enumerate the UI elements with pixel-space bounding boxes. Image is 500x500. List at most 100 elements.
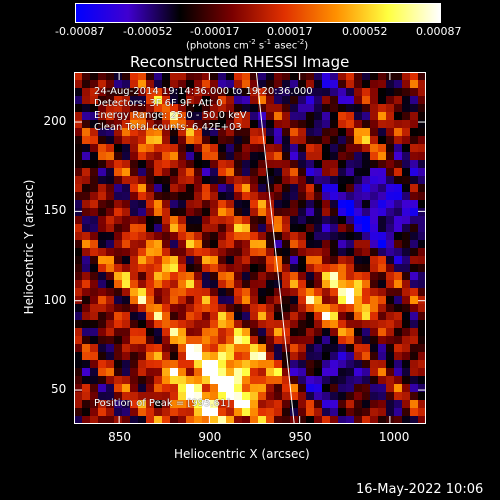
- heatmap-cell: [122, 384, 131, 393]
- heatmap-cell: [218, 128, 227, 137]
- heatmap-cell: [226, 296, 235, 305]
- heatmap-cell: [290, 328, 299, 337]
- heatmap-cell: [338, 296, 347, 305]
- heatmap-cell: [154, 144, 163, 153]
- heatmap-cell: [154, 240, 163, 249]
- heatmap-cell: [410, 208, 419, 217]
- heatmap-cell: [170, 232, 179, 241]
- heatmap-cell: [202, 200, 211, 209]
- heatmap-cell: [114, 368, 123, 377]
- heatmap-cell: [242, 416, 251, 424]
- heatmap-cell: [130, 328, 139, 337]
- heatmap-cell: [74, 88, 83, 97]
- heatmap-cell: [410, 184, 419, 193]
- heatmap-cell: [266, 408, 275, 417]
- heatmap-cell: [210, 72, 219, 81]
- heatmap-cell: [394, 224, 403, 233]
- heatmap-cell: [338, 216, 347, 225]
- heatmap-cell: [106, 224, 115, 233]
- heatmap-cell: [74, 280, 83, 289]
- heatmap-cell: [410, 336, 419, 345]
- heatmap-cell: [162, 400, 171, 409]
- x-tick-label: 850: [108, 430, 132, 444]
- heatmap-cell: [314, 384, 323, 393]
- heatmap-cell: [242, 224, 251, 233]
- colorbar-tick-label: 0.00017: [267, 25, 313, 38]
- heatmap-cell: [330, 232, 339, 241]
- heatmap-cell: [402, 128, 411, 137]
- heatmap-cell: [162, 288, 171, 297]
- heatmap-cell: [378, 296, 387, 305]
- heatmap-cell: [234, 360, 243, 369]
- heatmap-cell: [250, 136, 259, 145]
- heatmap-cell: [410, 224, 419, 233]
- heatmap-cell: [178, 184, 187, 193]
- heatmap-cell: [234, 376, 243, 385]
- heatmap-cell: [402, 144, 411, 153]
- heatmap-cell: [90, 88, 99, 97]
- heatmap-cell: [130, 200, 139, 209]
- heatmap-cell: [330, 72, 339, 81]
- heatmap-cell: [250, 80, 259, 89]
- heatmap-cell: [74, 248, 83, 257]
- heatmap-cell: [154, 304, 163, 313]
- heatmap-cell: [178, 408, 187, 417]
- heatmap-cell: [314, 304, 323, 313]
- heatmap-cell: [258, 200, 267, 209]
- heatmap-cell: [410, 304, 419, 313]
- heatmap-cell: [122, 112, 131, 121]
- heatmap-cell: [418, 408, 426, 417]
- heatmap-cell: [266, 296, 275, 305]
- heatmap-cell: [386, 400, 395, 409]
- heatmap-cell: [114, 312, 123, 321]
- heatmap-cell: [218, 256, 227, 265]
- heatmap-cell: [306, 88, 315, 97]
- heatmap-cell: [274, 248, 283, 257]
- heatmap-cell: [170, 96, 179, 105]
- heatmap-cell: [138, 256, 147, 265]
- heatmap-cell: [146, 408, 155, 417]
- heatmap-cell: [258, 160, 267, 169]
- heatmap-cell: [98, 256, 107, 265]
- heatmap-cell: [322, 264, 331, 273]
- heatmap-cell: [386, 128, 395, 137]
- heatmap-cell: [218, 88, 227, 97]
- heatmap-cell: [226, 304, 235, 313]
- heatmap-cell: [282, 368, 291, 377]
- heatmap-cell: [114, 224, 123, 233]
- heatmap-cell: [170, 352, 179, 361]
- heatmap-cell: [154, 272, 163, 281]
- heatmap-cell: [338, 200, 347, 209]
- heatmap-cell: [154, 344, 163, 353]
- heatmap-cell: [106, 368, 115, 377]
- heatmap-cell: [194, 160, 203, 169]
- heatmap-cell: [386, 192, 395, 201]
- heatmap-cell: [98, 136, 107, 145]
- heatmap-cell: [378, 320, 387, 329]
- heatmap-cell: [194, 320, 203, 329]
- heatmap-cell: [114, 248, 123, 257]
- heatmap-cell: [386, 184, 395, 193]
- heatmap-cell: [306, 208, 315, 217]
- heatmap-cell: [98, 328, 107, 337]
- heatmap-cell: [306, 320, 315, 329]
- heatmap-cell: [346, 88, 355, 97]
- heatmap-cell: [394, 328, 403, 337]
- heatmap-cell: [146, 280, 155, 289]
- heatmap-cell: [386, 336, 395, 345]
- heatmap-cell: [258, 72, 267, 81]
- heatmap-cell: [242, 176, 251, 185]
- heatmap-cell: [226, 256, 235, 265]
- heatmap-cell: [266, 328, 275, 337]
- heatmap-cell: [82, 272, 91, 281]
- heatmap-cell: [274, 80, 283, 89]
- heatmap-cell: [186, 160, 195, 169]
- heatmap-cell: [314, 296, 323, 305]
- heatmap-cell: [218, 184, 227, 193]
- heatmap-cell: [186, 400, 195, 409]
- heatmap-cell: [122, 160, 131, 169]
- heatmap-cell: [402, 384, 411, 393]
- heatmap-cell: [210, 240, 219, 249]
- heatmap-cell: [258, 240, 267, 249]
- heatmap-cell: [354, 224, 363, 233]
